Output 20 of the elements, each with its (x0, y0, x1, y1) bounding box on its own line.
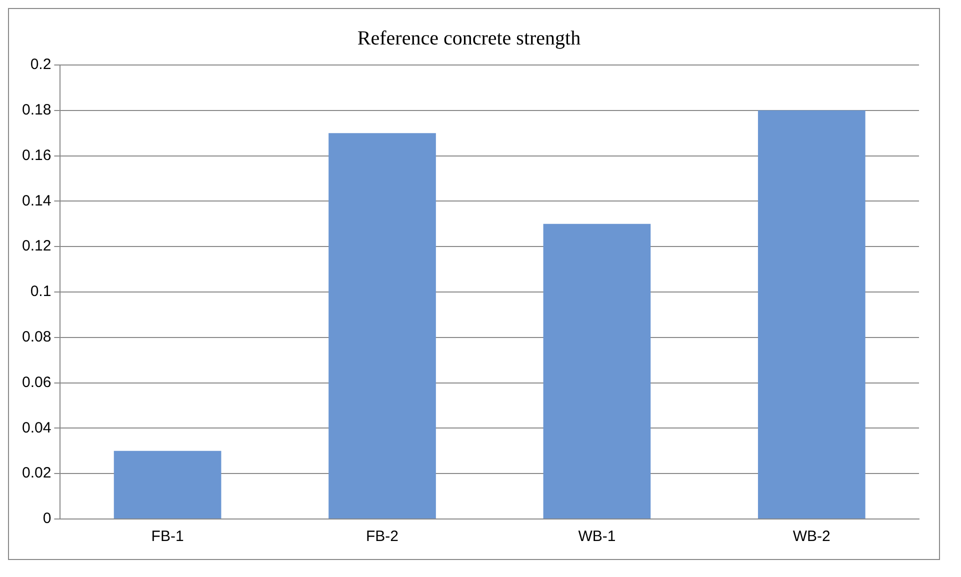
x-tick-label: WB-2 (792, 528, 830, 546)
y-tick-label: 0 (42, 510, 52, 528)
y-tick-label: 0.08 (22, 328, 52, 346)
y-tick-label: 0.06 (22, 374, 52, 391)
bar (114, 450, 222, 518)
y-tick-label: 0.02 (22, 464, 52, 482)
y-tick-label: 0.04 (22, 419, 52, 436)
x-tick-label: WB-1 (578, 528, 616, 546)
x-tick-label: FB-2 (366, 528, 399, 546)
bar (758, 110, 866, 518)
bar (328, 133, 436, 518)
chart-title: Reference concrete strength (357, 27, 581, 50)
bar (543, 224, 651, 518)
y-tick-label: 0.14 (22, 192, 52, 210)
y-tick-label: 0.12 (22, 238, 52, 255)
y-tick-label: 0.18 (22, 102, 52, 119)
x-tick-label: FB-1 (151, 528, 184, 546)
y-tick-label: 0.16 (22, 146, 52, 164)
y-tick-label: 0.1 (30, 283, 52, 300)
y-tick-label: 0.2 (30, 56, 52, 74)
